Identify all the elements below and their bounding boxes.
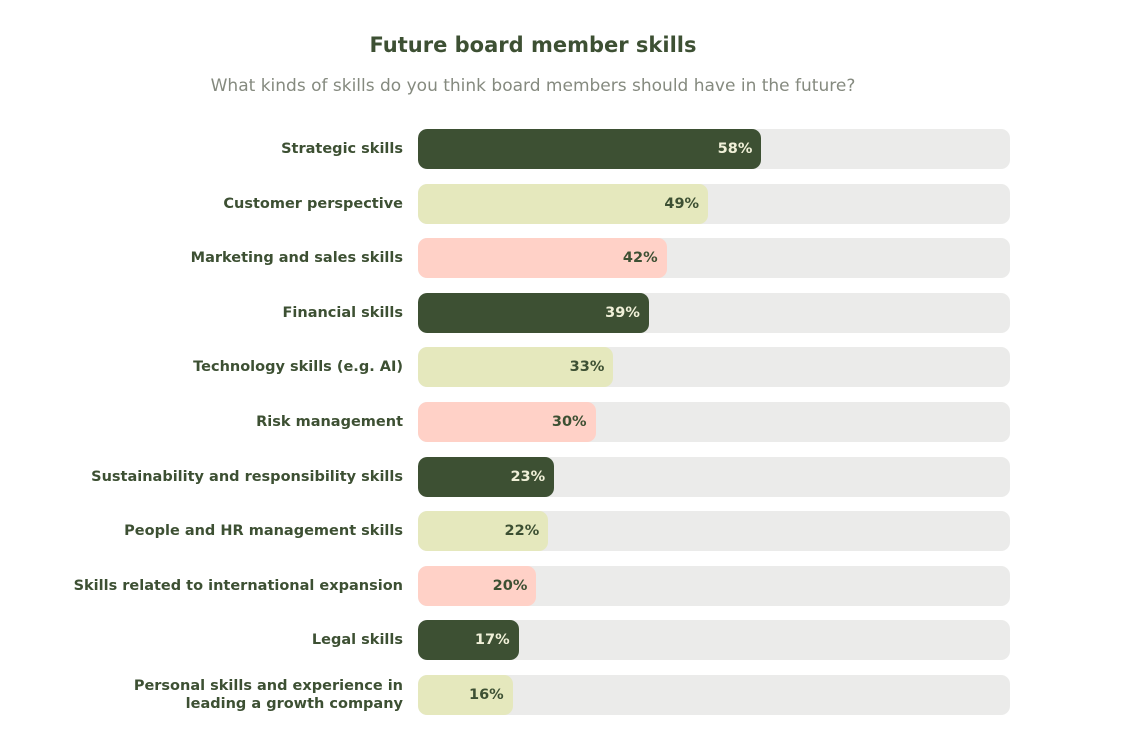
- category-label: Skills related to international expansio…: [73, 577, 403, 594]
- bar-track: 30%: [418, 402, 1010, 442]
- value-label: 49%: [664, 195, 700, 212]
- bar: 49%: [418, 183, 709, 224]
- bar-track: 49%: [418, 183, 1010, 224]
- value-label: 17%: [474, 632, 510, 649]
- bar-track: 33%: [418, 347, 1010, 388]
- category-label: Strategic skills: [281, 141, 403, 157]
- bar: 22%: [418, 511, 549, 552]
- bar: 30%: [418, 402, 596, 442]
- bar-row: Strategic skills 58%: [0, 129, 1140, 169]
- value-label: 23%: [510, 468, 546, 485]
- category-label: Sustainability and responsibility skills: [91, 468, 403, 485]
- value-label: 39%: [605, 304, 640, 321]
- bar: 20%: [418, 565, 537, 606]
- category-label: Technology skills (e.g. AI): [193, 359, 403, 376]
- bar: 23%: [418, 456, 555, 497]
- bar-track: 42%: [418, 238, 1010, 279]
- bar: 17%: [418, 620, 519, 661]
- category-label: Financial skills: [282, 304, 404, 321]
- bar-row: Sustainability and responsibility skills…: [0, 456, 1140, 497]
- bar-track: 39%: [418, 292, 1010, 333]
- value-label: 42%: [622, 250, 658, 267]
- bar-track: 16%: [418, 675, 1010, 715]
- value-label: 22%: [504, 523, 540, 540]
- value-label: 20%: [492, 577, 528, 594]
- bar-track: 20%: [418, 565, 1010, 606]
- bar-row: Marketing and sales skills 42%: [0, 238, 1140, 279]
- bar-row: Skills related to international expansio…: [0, 565, 1140, 606]
- bar: 33%: [418, 347, 614, 388]
- bar-row: Risk management 30%: [0, 402, 1140, 442]
- bar-row: Customer perspective 49%: [0, 183, 1140, 224]
- bar-row: Financial skills 39%: [0, 292, 1140, 333]
- bar-row: Technology skills (e.g. AI) 33%: [0, 347, 1140, 388]
- bar: 39%: [418, 292, 649, 333]
- value-label: 16%: [469, 687, 504, 703]
- chart-subtitle: What kinds of skills do you think board …: [210, 76, 856, 96]
- value-label: 30%: [551, 414, 587, 430]
- bar-row: Legal skills 17%: [0, 620, 1140, 661]
- bar: 16%: [418, 675, 513, 715]
- chart-title: Future board member skills: [369, 33, 697, 57]
- bar-track: 58%: [418, 129, 1010, 169]
- category-label: Legal skills: [311, 632, 403, 649]
- category-label: People and HR management skills: [124, 523, 403, 540]
- bar-row: People and HR management skills 22%: [0, 511, 1140, 552]
- category-label: Marketing and sales skills: [190, 250, 403, 267]
- bar: 58%: [418, 129, 762, 169]
- value-label: 33%: [569, 359, 605, 376]
- bar-track: 23%: [418, 456, 1010, 497]
- category-label: Personal skills and experience in leadin…: [133, 678, 403, 712]
- bar: 42%: [418, 238, 667, 279]
- value-label: 58%: [717, 141, 753, 157]
- category-label: Risk management: [256, 414, 403, 430]
- category-label: Customer perspective: [223, 195, 403, 212]
- bar-track: 17%: [418, 620, 1010, 661]
- bar-track: 22%: [418, 511, 1010, 552]
- bar-row: Personal skills and experience in leadin…: [0, 675, 1140, 715]
